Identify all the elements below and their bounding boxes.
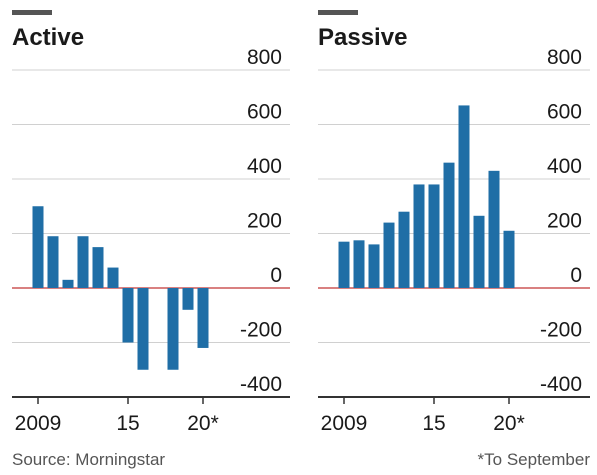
x-tick-label: 15 (422, 412, 445, 435)
y-tick-label: 200 (247, 210, 282, 233)
y-tick-label: 0 (270, 264, 282, 287)
bar (107, 267, 119, 288)
y-tick-label: 0 (570, 264, 582, 287)
bar (122, 288, 134, 343)
x-tick-label: 15 (116, 412, 139, 435)
bar (503, 230, 515, 288)
bar (473, 215, 485, 288)
y-tick-label: 400 (547, 155, 582, 178)
bar (182, 288, 194, 310)
y-tick-label: 800 (247, 46, 282, 69)
y-tick-label: 600 (247, 101, 282, 124)
bar (92, 247, 104, 288)
bar (77, 236, 89, 288)
bar (137, 288, 149, 370)
x-tick-label: 20* (493, 412, 525, 435)
bar (167, 288, 179, 370)
title-bar (318, 10, 358, 15)
chart-title: Passive (318, 24, 407, 51)
bar (383, 222, 395, 288)
bar (443, 162, 455, 288)
source: Source: Morningstar (12, 450, 165, 469)
y-tick-label: -400 (240, 373, 282, 396)
y-tick-label: -400 (540, 373, 582, 396)
y-tick-label: 200 (547, 210, 582, 233)
bar (62, 279, 74, 288)
y-tick-label: -200 (240, 319, 282, 342)
bar (338, 241, 350, 288)
y-tick-label: 800 (547, 46, 582, 69)
x-tick-label: 2009 (321, 412, 368, 435)
y-tick-label: 400 (247, 155, 282, 178)
bar (488, 170, 500, 288)
x-tick-label: 2009 (15, 412, 62, 435)
bar (458, 105, 470, 288)
bar (32, 206, 44, 288)
x-tick-label: 20* (187, 412, 219, 435)
bar (368, 244, 380, 288)
bar (413, 184, 425, 288)
y-tick-label: 600 (547, 101, 582, 124)
bar (398, 211, 410, 288)
note: *To September (478, 450, 591, 469)
bar (353, 240, 365, 288)
bar (47, 236, 59, 288)
y-tick-label: -200 (540, 319, 582, 342)
bar (197, 288, 209, 348)
chart-title: Active (12, 24, 84, 51)
bar (428, 184, 440, 288)
title-bar (12, 10, 52, 15)
